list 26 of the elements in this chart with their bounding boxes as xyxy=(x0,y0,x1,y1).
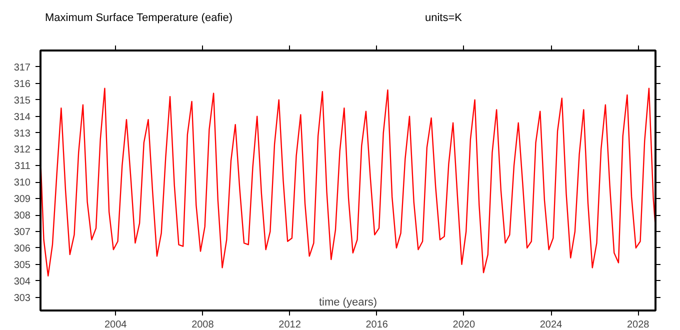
y-tick-label: 304 xyxy=(14,276,31,288)
y-tick-label: 311 xyxy=(14,161,31,172)
x-tick-label: 2028 xyxy=(626,320,650,330)
y-tick-label: 317 xyxy=(14,62,31,74)
chart-subtitle: units=K xyxy=(425,11,462,26)
line-series xyxy=(40,88,656,277)
y-tick-label: 313 xyxy=(14,128,31,140)
x-tick-label: 2004 xyxy=(104,320,128,330)
y-tick-label: 307 xyxy=(14,227,31,238)
y-tick-label: 315 xyxy=(14,95,31,106)
y-tick-label: 308 xyxy=(14,210,31,222)
y-tick-label: 310 xyxy=(14,178,31,189)
chart-title: Maximum Surface Temperature (eafie) xyxy=(45,11,232,26)
y-tick-label: 312 xyxy=(14,144,31,156)
y-tick-label: 309 xyxy=(14,194,31,206)
x-tick-label: 2016 xyxy=(366,320,388,330)
x-tick-label: 2024 xyxy=(540,320,563,330)
x-axis-title: time (years) xyxy=(318,296,378,308)
x-tick-label: 2020 xyxy=(452,320,476,330)
x-tick-label: 2008 xyxy=(192,320,214,330)
y-tick-label: 305 xyxy=(14,260,31,271)
y-tick-label: 306 xyxy=(14,243,31,254)
y-tick-label: 316 xyxy=(14,78,31,90)
y-tick-label: 303 xyxy=(14,292,31,304)
y-tick-label: 314 xyxy=(14,112,31,123)
x-tick-label: 2012 xyxy=(278,320,302,330)
